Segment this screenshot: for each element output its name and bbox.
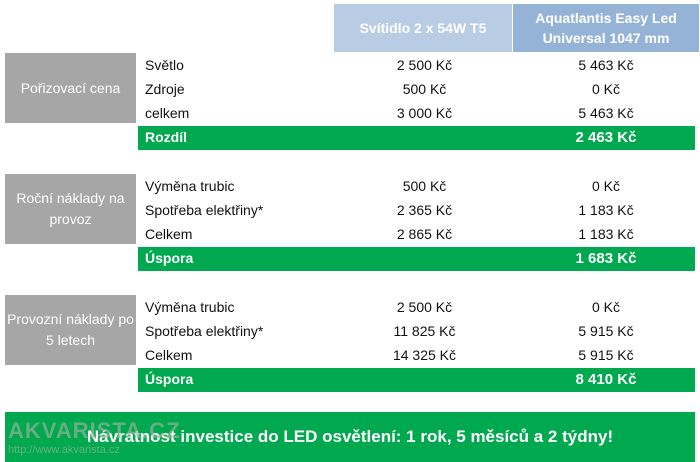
- group-label-purchase-cost: Pořizovací cena: [5, 53, 136, 123]
- summary-value: 1 683 Kč: [575, 250, 637, 267]
- row-value-t5: 2 865 Kč: [396, 226, 453, 242]
- table-row: Celkem 2 865 Kč 1 183 Kč: [138, 223, 695, 247]
- payback-banner: Návratnost investice do LED osvětlení: 1…: [5, 412, 695, 462]
- summary-label: Úspora: [145, 371, 194, 387]
- row-value-led: 0 Kč: [591, 178, 620, 194]
- row-value-t5: 500 Kč: [402, 81, 447, 97]
- row-value-led: 0 Kč: [591, 81, 620, 97]
- group-title: Roční náklady na provoz: [16, 190, 125, 227]
- watermark-brand: AKVARISTA.CZ: [8, 418, 181, 443]
- table-row: Výměna trubic 500 Kč 0 Kč: [138, 175, 695, 199]
- summary-value: 8 410 Kč: [575, 371, 637, 388]
- row-label: Spotřeba elektřiny*: [145, 323, 264, 339]
- summary-row-savings: Úspora 1 683 Kč: [138, 247, 695, 271]
- watermark-url: http://www.akvarista.cz: [8, 444, 120, 456]
- row-value-led: 5 915 Kč: [578, 347, 634, 363]
- table-row: Světlo 2 500 Kč 5 463 Kč: [138, 54, 695, 78]
- row-value-t5: 11 825 Kč: [393, 323, 456, 339]
- row-label: Světlo: [145, 57, 184, 73]
- row-value-led: 5 915 Kč: [578, 323, 634, 339]
- table-row: Výměna trubic 2 500 Kč 0 Kč: [138, 296, 695, 320]
- group-label-annual-cost: Roční náklady na provoz: [5, 174, 136, 244]
- column-header-t5-label: Svítidlo 2 x 54W T5: [359, 20, 487, 36]
- row-value-led: 5 463 Kč: [578, 105, 634, 121]
- column-header-t5-lamp: Svítidlo 2 x 54W T5: [334, 4, 512, 52]
- column-header-led-line2: Universal 1047 mm: [542, 30, 670, 46]
- row-label: Celkem: [145, 226, 193, 242]
- table-row: Celkem 14 325 Kč 5 915 Kč: [138, 344, 695, 368]
- summary-row-savings: Úspora 8 410 Kč: [138, 368, 695, 392]
- group-label-five-year-cost: Provozní náklady po 5 letech: [5, 295, 136, 365]
- row-label: celkem: [145, 105, 190, 121]
- table-row: Zdroje 500 Kč 0 Kč: [138, 78, 695, 102]
- row-value-t5: 3 000 Kč: [396, 105, 453, 121]
- summary-label: Rozdíl: [145, 129, 187, 145]
- payback-text: Návratnost investice do LED osvětlení: 1…: [86, 427, 614, 446]
- column-header-led-line1: Aquatlantis Easy Led: [535, 10, 677, 26]
- row-value-led: 1 183 Kč: [578, 202, 634, 218]
- row-label: Celkem: [145, 347, 193, 363]
- table-row: Spotřeba elektřiny* 2 365 Kč 1 183 Kč: [138, 199, 695, 223]
- row-value-t5: 2 365 Kč: [396, 202, 453, 218]
- row-label: Výměna trubic: [145, 178, 235, 194]
- row-value-t5: 500 Kč: [402, 178, 447, 194]
- summary-value: 2 463 Kč: [575, 129, 637, 146]
- row-value-t5: 2 500 Kč: [396, 299, 453, 315]
- table-row: celkem 3 000 Kč 5 463 Kč: [138, 102, 695, 126]
- table-row: Spotřeba elektřiny* 11 825 Kč 5 915 Kč: [138, 320, 695, 344]
- row-value-led: 1 183 Kč: [578, 226, 634, 242]
- row-label: Výměna trubic: [145, 299, 235, 315]
- row-label: Spotřeba elektřiny*: [145, 202, 264, 218]
- row-value-led: 5 463 Kč: [578, 57, 634, 73]
- column-header-led-lamp: Aquatlantis Easy Led Universal 1047 mm: [513, 4, 699, 52]
- group-title: Provozní náklady po 5 letech: [7, 311, 134, 348]
- row-value-led: 0 Kč: [591, 299, 620, 315]
- summary-label: Úspora: [145, 250, 194, 266]
- row-value-t5: 14 325 Kč: [392, 347, 457, 363]
- group-title: Pořizovací cena: [20, 79, 121, 96]
- summary-row-difference: Rozdíl 2 463 Kč: [138, 126, 695, 150]
- row-value-t5: 2 500 Kč: [396, 57, 453, 73]
- row-label: Zdroje: [145, 81, 185, 97]
